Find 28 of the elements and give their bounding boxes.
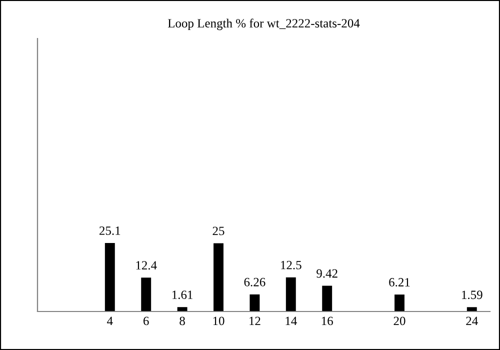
bar bbox=[177, 307, 188, 312]
chart-title: Loop Length % for wt_2222-stats-204 bbox=[168, 18, 360, 30]
bar bbox=[466, 307, 477, 312]
x-tick-label: 14 bbox=[286, 316, 297, 326]
x-tick-label: 20 bbox=[394, 316, 406, 326]
data-label: 1.61 bbox=[172, 290, 192, 300]
x-tick-label: 24 bbox=[466, 316, 478, 326]
x-tick-label: 12 bbox=[250, 316, 260, 326]
x-tick-label: 4 bbox=[107, 316, 113, 326]
bar bbox=[286, 277, 296, 312]
bar bbox=[141, 278, 152, 312]
data-label: 25 bbox=[212, 226, 224, 236]
bar bbox=[322, 286, 332, 312]
bar bbox=[214, 243, 224, 312]
x-tick-label: 16 bbox=[322, 316, 333, 326]
data-label: 6.26 bbox=[244, 278, 266, 286]
bar bbox=[250, 294, 260, 312]
x-tick-label: 6 bbox=[144, 316, 149, 326]
x-tick-label: 10 bbox=[213, 316, 224, 326]
data-label: 1.59 bbox=[462, 290, 482, 300]
data-label: 12.5 bbox=[281, 260, 302, 270]
data-label: 9.42 bbox=[316, 269, 338, 278]
data-label: 25.1 bbox=[100, 226, 120, 235]
data-label: 12.4 bbox=[136, 261, 157, 270]
bar bbox=[394, 294, 404, 312]
bar bbox=[104, 242, 115, 312]
x-tick-label: 8 bbox=[180, 316, 185, 326]
data-label: 6.21 bbox=[389, 278, 410, 287]
